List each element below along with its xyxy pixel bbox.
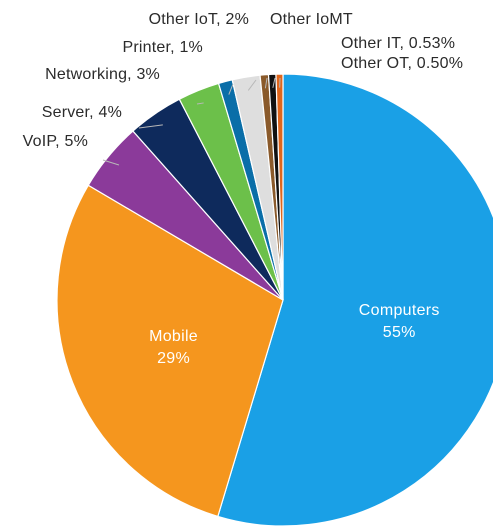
label-networking: Networking, 3% [45,66,160,83]
slice-mobile [56,184,284,518]
value-computers: 55% [383,324,416,341]
leader-server [138,124,163,129]
label-mobile: Mobile [149,328,198,345]
slice-computers [217,73,493,527]
labels-layer: Computers 55% Mobile 29% VoIP, 5% Server, 4% N… [23,11,463,367]
label-voip: VoIP, 5% [23,133,88,150]
label-other-iomt: Other IoMT [270,11,353,28]
label-server: Server, 4% [42,104,122,121]
leader-voip [102,159,120,166]
leader-other-iot [247,79,257,91]
label-printer: Printer, 1% [123,39,203,56]
label-computers: Computers [359,302,440,319]
label-other-it: Other IT, 0.53% [341,35,455,52]
label-other-iot: Other IoT, 2% [149,11,249,28]
value-mobile: 29% [157,350,190,367]
slice-other-ot [275,73,284,301]
slices-layer [56,73,493,527]
leaders-layer [102,77,281,166]
leader-other-it [272,77,276,88]
label-other-ot: Other OT, 0.50% [341,55,463,72]
leader-networking [196,102,204,105]
leader-printer [228,83,234,95]
leader-other-iomt [264,77,268,89]
